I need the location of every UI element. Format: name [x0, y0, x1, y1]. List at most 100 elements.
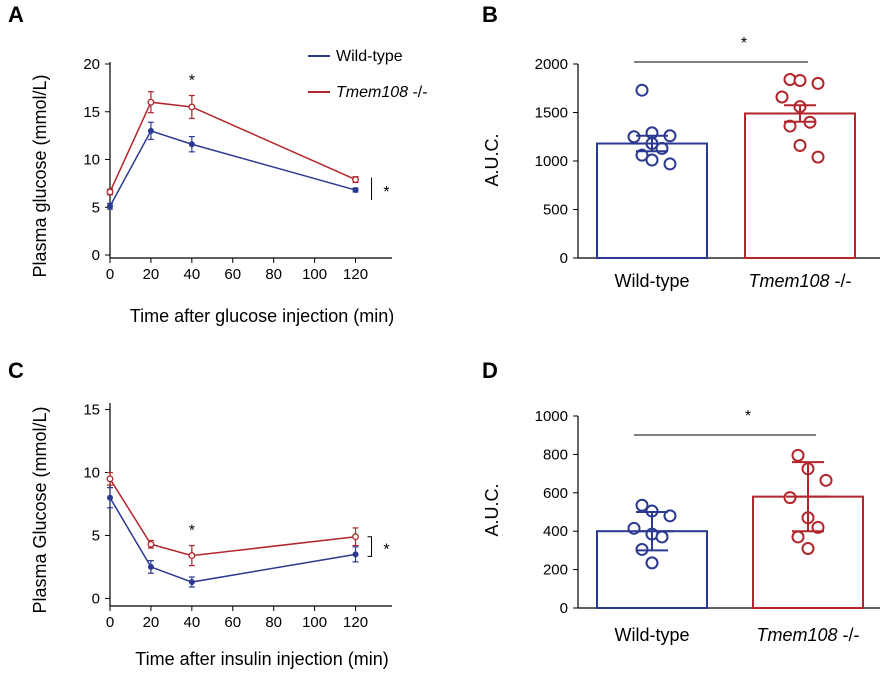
category-label-tmem108: Tmem108 -/-	[748, 271, 851, 291]
data-point	[663, 509, 677, 523]
legend-label-wild-type: Wild-type	[336, 48, 403, 65]
bar-tmem108	[744, 112, 856, 259]
series-line-wild-type	[109, 497, 356, 583]
y-tick-label: 1500	[535, 105, 568, 122]
data-point	[775, 90, 789, 104]
y-tick-label: 10	[83, 465, 100, 482]
significance-star-120min: *	[383, 184, 389, 201]
y-axis-title: Plasma glucose (mmol/L)	[30, 74, 50, 277]
y-tick-label: 800	[543, 446, 568, 463]
y-tick-label: 20	[83, 56, 100, 73]
data-point	[188, 103, 196, 111]
data-point	[188, 579, 195, 586]
x-tick-label: 100	[302, 614, 327, 631]
chart-panel-a: A 0 5 10 15 20 0 20 40 60 80 100 120 Time after gluco…	[8, 2, 428, 326]
data-point	[663, 157, 677, 171]
x-tick-label: 60	[224, 266, 241, 283]
data-point	[635, 83, 649, 97]
data-point	[188, 552, 196, 560]
significance-star: *	[741, 35, 747, 52]
category-label-wild-type: Wild-type	[614, 625, 689, 645]
panel-letter-c: C	[8, 358, 24, 383]
y-tick-label: 1000	[535, 408, 568, 425]
y-axis-title: Plasma Glucose (mmol/L)	[30, 406, 50, 613]
y-tick-label: 10	[83, 152, 100, 169]
y-tick-label: 15	[83, 402, 100, 419]
data-point	[635, 498, 649, 512]
y-axis-title: A.U.C.	[482, 483, 502, 536]
y-tick-label: 5	[92, 527, 100, 544]
data-point	[147, 563, 154, 570]
data-point	[352, 187, 359, 194]
x-tick-label: 40	[184, 266, 201, 283]
data-point	[106, 475, 114, 483]
data-point	[352, 533, 359, 541]
data-point	[147, 98, 155, 106]
y-tick-label: 2000	[535, 56, 568, 73]
y-tick-label: 500	[543, 202, 568, 219]
data-point	[811, 76, 825, 90]
data-point	[188, 141, 195, 148]
panel-letter-b: B	[482, 2, 498, 27]
x-tick-label: 20	[143, 614, 160, 631]
data-point	[801, 541, 815, 555]
x-tick-label: 120	[343, 266, 368, 283]
y-tick-label: 5	[92, 199, 100, 216]
y-tick-label: 15	[83, 104, 100, 121]
legend-label-tmem108: Tmem108 -/-	[336, 84, 428, 101]
x-tick-label: 20	[143, 266, 160, 283]
data-point	[819, 473, 833, 487]
x-axis-title: Time after insulin injection (min)	[135, 649, 388, 669]
x-tick-label: 0	[106, 614, 114, 631]
x-tick-label: 0	[106, 266, 114, 283]
data-point	[793, 73, 807, 87]
x-tick-label: 120	[343, 614, 368, 631]
chart-panel-b: B 0 500 1000 1500 2000 A.U.C. Wild-type *	[482, 2, 880, 291]
y-tick-label: 1000	[535, 153, 568, 170]
significance-star-120min: *	[383, 542, 389, 559]
data-point	[811, 150, 825, 164]
data-point	[635, 148, 649, 162]
series-line-wild-type	[109, 129, 356, 207]
significance-star: *	[745, 408, 751, 425]
x-tick-label: 40	[184, 614, 201, 631]
data-point	[352, 176, 359, 184]
data-point	[783, 119, 797, 133]
x-tick-label: 60	[224, 614, 241, 631]
y-tick-label: 0	[560, 600, 568, 617]
x-tick-label: 80	[265, 266, 282, 283]
category-label-tmem108: Tmem108 -/-	[756, 625, 859, 645]
significance-star-40min: *	[189, 523, 195, 540]
series-line-tmem108	[109, 101, 356, 193]
y-tick-label: 600	[543, 485, 568, 502]
data-point	[147, 540, 155, 548]
panel-letter-a: A	[8, 2, 24, 27]
x-axis-title: Time after glucose injection (min)	[130, 306, 394, 326]
data-point	[147, 127, 154, 134]
y-axis-title: A.U.C.	[482, 133, 502, 186]
y-tick-label: 0	[560, 250, 568, 267]
y-tick-label: 200	[543, 562, 568, 579]
significance-bracket	[367, 536, 373, 557]
x-tick-label: 80	[265, 614, 282, 631]
x-tick-label: 100	[302, 266, 327, 283]
significance-star-40min: *	[189, 73, 195, 90]
y-tick-label: 400	[543, 523, 568, 540]
data-point	[106, 188, 114, 196]
y-tick-label: 0	[92, 247, 100, 264]
data-point	[791, 448, 805, 462]
data-point	[645, 556, 659, 570]
data-point	[352, 551, 359, 558]
y-tick-label: 0	[92, 590, 100, 607]
data-point	[655, 530, 669, 544]
data-point	[793, 138, 807, 152]
data-point	[811, 520, 825, 534]
data-point	[791, 530, 805, 544]
chart-panel-d: D 0 200 400 600 800 1000 A.U.C. Wild-type *	[482, 358, 880, 645]
category-label-wild-type: Wild-type	[614, 271, 689, 291]
data-point	[645, 153, 659, 167]
data-point	[107, 494, 113, 501]
data-point	[107, 203, 113, 210]
series-line-tmem108	[109, 478, 356, 557]
